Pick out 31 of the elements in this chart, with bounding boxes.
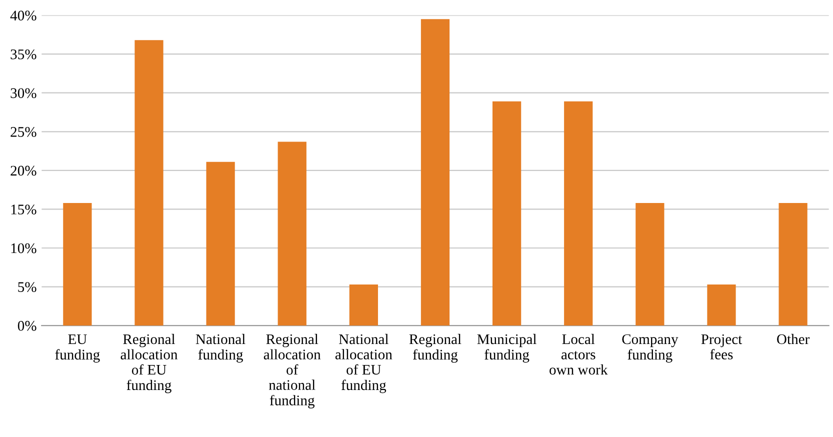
y-tick-label: 20% [10,166,36,176]
bar [707,284,736,326]
bar [349,284,378,326]
x-tick-label: National allocation of EU funding [335,334,392,394]
x-tick-label: Regional allocation of national funding [264,334,321,408]
y-tick-label: 10% [11,243,36,254]
y-tick-label: 5% [18,282,36,292]
y-tick-label: 25% [10,127,36,137]
y-tick-label: 15% [11,204,36,214]
bar [63,203,92,326]
x-tick-label: Municipal funding [477,334,536,363]
bar [206,162,235,326]
y-tick-label: 35% [10,49,36,60]
x-tick-label: Project fees [701,334,742,360]
bar [778,203,808,326]
x-tick-label: Local actors own work [550,334,608,375]
y-tick-label: 0% [18,320,36,331]
y-tick-label: 30% [10,88,36,98]
bar [134,40,164,326]
x-tick-label: Regional funding [409,334,462,363]
bar [492,101,522,326]
bar [420,19,450,326]
x-tick-label: Regional allocation of EU funding [120,334,178,394]
bar [636,203,664,326]
x-tick-label: EU funding [55,334,100,363]
bar [564,101,593,326]
x-tick-label: National funding [196,334,246,363]
y-tick-label: 40% [10,10,36,21]
bar [278,142,306,326]
x-tick-label: Other [777,334,810,344]
x-tick-label: Company funding [622,334,678,363]
